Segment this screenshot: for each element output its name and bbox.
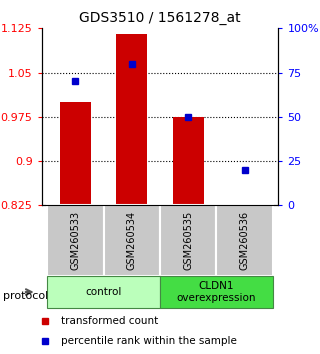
Text: transformed count: transformed count: [61, 316, 158, 326]
Bar: [116, 34, 147, 205]
Bar: [229, 204, 260, 205]
Text: GSM260536: GSM260536: [240, 211, 250, 270]
Text: protocol: protocol: [3, 291, 48, 301]
Bar: [47, 205, 104, 276]
Bar: [173, 117, 204, 205]
Text: CLDN1
overexpression: CLDN1 overexpression: [177, 281, 256, 303]
Bar: [47, 276, 160, 308]
Text: GSM260534: GSM260534: [127, 211, 137, 270]
Bar: [60, 102, 91, 205]
Text: GSM260533: GSM260533: [70, 211, 80, 270]
Bar: [160, 205, 216, 276]
Text: control: control: [85, 287, 122, 297]
Bar: [216, 205, 273, 276]
Text: GSM260535: GSM260535: [183, 211, 193, 270]
Bar: [160, 276, 273, 308]
Bar: [104, 205, 160, 276]
Title: GDS3510 / 1561278_at: GDS3510 / 1561278_at: [79, 11, 241, 24]
Text: percentile rank within the sample: percentile rank within the sample: [61, 336, 237, 346]
